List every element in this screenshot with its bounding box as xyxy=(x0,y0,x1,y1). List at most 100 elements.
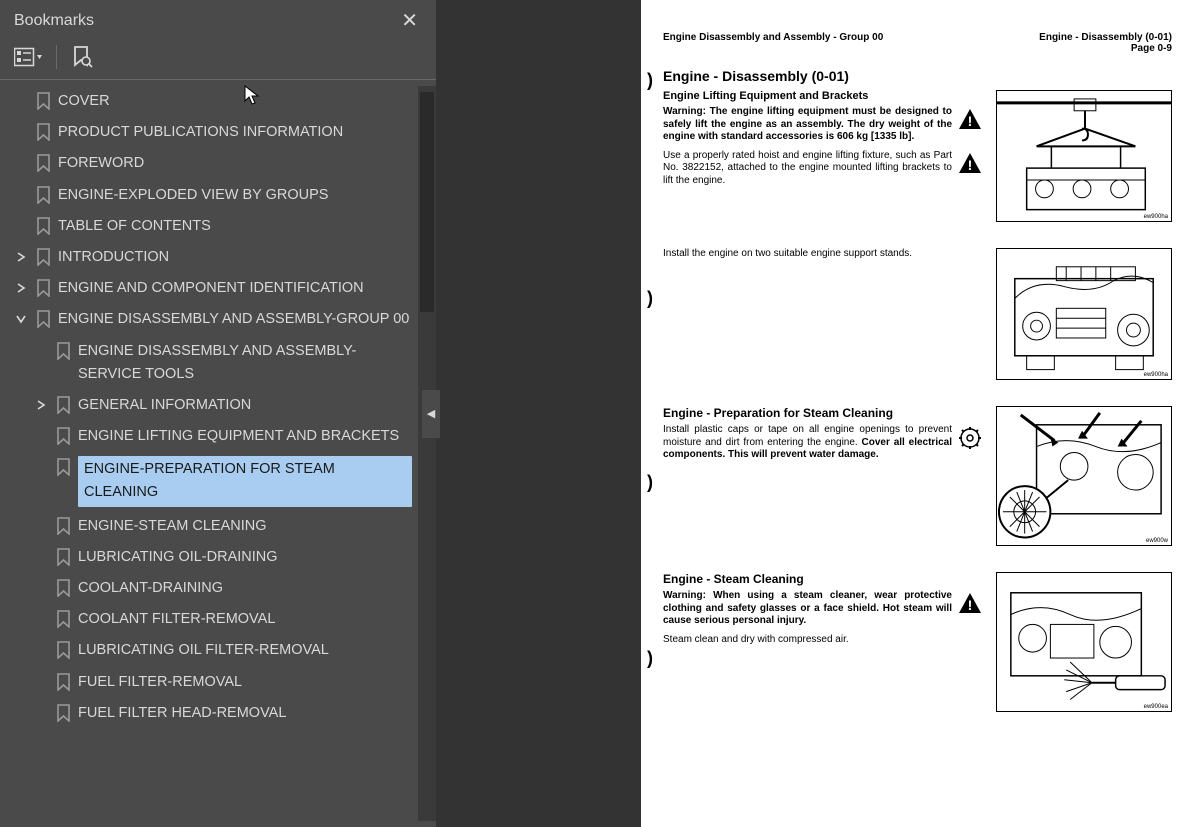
figure: ew900ha xyxy=(996,248,1172,380)
bookmark-item[interactable]: ENGINE-STEAM CLEANING xyxy=(0,511,436,542)
expand-chevron-icon xyxy=(34,456,48,478)
expand-chevron-icon xyxy=(14,184,28,206)
svg-text:!: ! xyxy=(968,113,973,129)
bookmark-label: LUBRICATING OIL-DRAINING xyxy=(78,546,412,569)
bookmark-item[interactable]: TABLE OF CONTENTS xyxy=(0,211,436,242)
bookmark-list[interactable]: COVER PRODUCT PUBLICATIONS INFORMATION FOR… xyxy=(0,80,436,827)
bookmark-label: ENGINE-EXPLODED VIEW BY GROUPS xyxy=(58,184,412,207)
margin-brace-icon: ) xyxy=(647,70,653,91)
bookmark-item[interactable]: FUEL FILTER-REMOVAL xyxy=(0,667,436,698)
figure-label: ew900ha xyxy=(1144,214,1168,220)
warning-row: Use a properly rated hoist and engine li… xyxy=(663,150,982,188)
doc-section: Engine - Preparation for Steam Cleaning I… xyxy=(663,406,1172,546)
bookmark-label: ENGINE-STEAM CLEANING xyxy=(78,515,412,538)
bookmark-item[interactable]: LUBRICATING OIL-DRAINING xyxy=(0,542,436,573)
bookmark-icon xyxy=(34,246,52,268)
figure: ew900ha xyxy=(996,90,1172,222)
bookmark-item[interactable]: LUBRICATING OIL FILTER-REMOVAL xyxy=(0,635,436,666)
warning-icon: ! xyxy=(958,152,982,174)
expand-chevron-icon xyxy=(14,90,28,112)
page-title: Engine - Disassembly (0-01) xyxy=(663,68,1172,84)
bookmark-label: ENGINE LIFTING EQUIPMENT AND BRACKETS xyxy=(78,425,412,448)
bookmark-label: ENGINE DISASSEMBLY AND ASSEMBLY-GROUP 00 xyxy=(58,308,412,331)
warning-row: Warning: When using a steam cleaner, wea… xyxy=(663,590,982,628)
expand-chevron-icon[interactable] xyxy=(14,246,28,268)
viewer-background xyxy=(436,0,641,827)
bookmark-icon xyxy=(54,394,72,416)
bookmark-icon xyxy=(54,671,72,693)
bookmark-label: FUEL FILTER-REMOVAL xyxy=(78,671,412,694)
bookmark-item[interactable]: ENGINE AND COMPONENT IDENTIFICATION xyxy=(0,273,436,304)
bookmark-label: PRODUCT PUBLICATIONS INFORMATION xyxy=(58,121,412,144)
bookmark-item[interactable]: ENGINE DISASSEMBLY AND ASSEMBLY-GROUP 00 xyxy=(0,304,436,335)
bookmark-item[interactable]: INTRODUCTION xyxy=(0,242,436,273)
paragraph: Install plastic caps or tape on all engi… xyxy=(663,424,952,462)
paragraph: Use a properly rated hoist and engine li… xyxy=(663,150,952,188)
section-heading: Engine Lifting Equipment and Brackets xyxy=(663,90,982,102)
bookmark-icon xyxy=(54,425,72,447)
bookmark-icon xyxy=(54,702,72,724)
bookmark-item[interactable]: GENERAL INFORMATION xyxy=(0,390,436,421)
page-header: Engine Disassembly and Assembly - Group … xyxy=(663,32,1172,54)
bookmark-icon xyxy=(54,340,72,362)
expand-chevron-icon[interactable] xyxy=(34,394,48,416)
bookmark-item[interactable]: ENGINE DISASSEMBLY AND ASSEMBLY-SERVICE … xyxy=(0,336,436,390)
expand-chevron-icon xyxy=(34,577,48,599)
scrollbar-thumb[interactable] xyxy=(420,92,434,312)
bookmark-icon xyxy=(54,515,72,537)
margin-brace-icon: ) xyxy=(647,472,653,493)
section-heading: Engine - Steam Cleaning xyxy=(663,572,982,586)
figure: ew900ea xyxy=(996,572,1172,712)
sidebar-title: Bookmarks xyxy=(14,12,94,30)
doc-section: Engine - Steam Cleaning Warning: When usi… xyxy=(663,572,1172,712)
gear-icon xyxy=(958,426,982,448)
expand-chevron-icon[interactable] xyxy=(14,308,28,330)
svg-text:!: ! xyxy=(968,597,973,613)
bookmark-label: COVER xyxy=(58,90,412,113)
expand-chevron-icon xyxy=(34,340,48,362)
header-left: Engine Disassembly and Assembly - Group … xyxy=(663,32,883,54)
scrollbar-track[interactable] xyxy=(418,86,436,821)
expand-chevron-icon xyxy=(14,152,28,174)
bookmark-icon xyxy=(34,121,52,143)
bookmark-icon xyxy=(34,215,52,237)
expand-chevron-icon[interactable] xyxy=(14,277,28,299)
bookmark-item[interactable]: COOLANT-DRAINING xyxy=(0,573,436,604)
bookmark-item[interactable]: ENGINE-PREPARATION FOR STEAM CLEANING xyxy=(0,452,436,510)
header-right: Engine - Disassembly (0-01) Page 0-9 xyxy=(1039,32,1172,54)
close-sidebar-button[interactable]: ✕ xyxy=(395,6,424,35)
bookmark-item[interactable]: COOLANT FILTER-REMOVAL xyxy=(0,604,436,635)
warning-icon: ! xyxy=(958,108,982,130)
bookmark-item[interactable]: ENGINE LIFTING EQUIPMENT AND BRACKETS xyxy=(0,421,436,452)
expand-chevron-icon xyxy=(34,639,48,661)
bookmark-icon xyxy=(34,277,52,299)
bookmark-options-button[interactable] xyxy=(14,46,42,68)
sections-container: Engine Lifting Equipment and Brackets War… xyxy=(663,90,1172,712)
bookmark-icon xyxy=(34,90,52,112)
bookmark-label: ENGINE-PREPARATION FOR STEAM CLEANING xyxy=(78,456,412,506)
svg-text:!: ! xyxy=(968,157,973,173)
paragraph: Steam clean and dry with compressed air. xyxy=(663,634,982,647)
bookmark-label: TABLE OF CONTENTS xyxy=(58,215,412,238)
figure-label: ew900ha xyxy=(1144,372,1168,378)
sidebar-toolbar xyxy=(0,39,436,80)
bookmark-item[interactable]: PRODUCT PUBLICATIONS INFORMATION xyxy=(0,117,436,148)
bookmark-item[interactable]: ENGINE-EXPLODED VIEW BY GROUPS xyxy=(0,180,436,211)
bookmark-item[interactable]: FUEL FILTER HEAD-REMOVAL xyxy=(0,698,436,729)
collapse-sidebar-handle[interactable]: ◀ xyxy=(422,390,440,438)
expand-chevron-icon xyxy=(34,546,48,568)
bookmark-label: ENGINE AND COMPONENT IDENTIFICATION xyxy=(58,277,412,300)
figure: ew900w xyxy=(996,406,1172,546)
section-text: Engine Lifting Equipment and BracketsWar… xyxy=(663,90,982,222)
find-bookmark-button[interactable] xyxy=(71,45,93,69)
bookmark-label: FOREWORD xyxy=(58,152,412,175)
section-text: Install the engine on two suitable engin… xyxy=(663,248,982,380)
section-heading: Engine - Preparation for Steam Cleaning xyxy=(663,406,982,420)
bookmark-item[interactable]: COVER xyxy=(0,86,436,117)
expand-chevron-icon xyxy=(34,671,48,693)
bookmark-item[interactable]: FOREWORD xyxy=(0,148,436,179)
sidebar-header: Bookmarks ✕ xyxy=(0,0,436,39)
bookmark-label: GENERAL INFORMATION xyxy=(78,394,412,417)
expand-chevron-icon xyxy=(34,425,48,447)
bookmark-label: COOLANT FILTER-REMOVAL xyxy=(78,608,412,631)
